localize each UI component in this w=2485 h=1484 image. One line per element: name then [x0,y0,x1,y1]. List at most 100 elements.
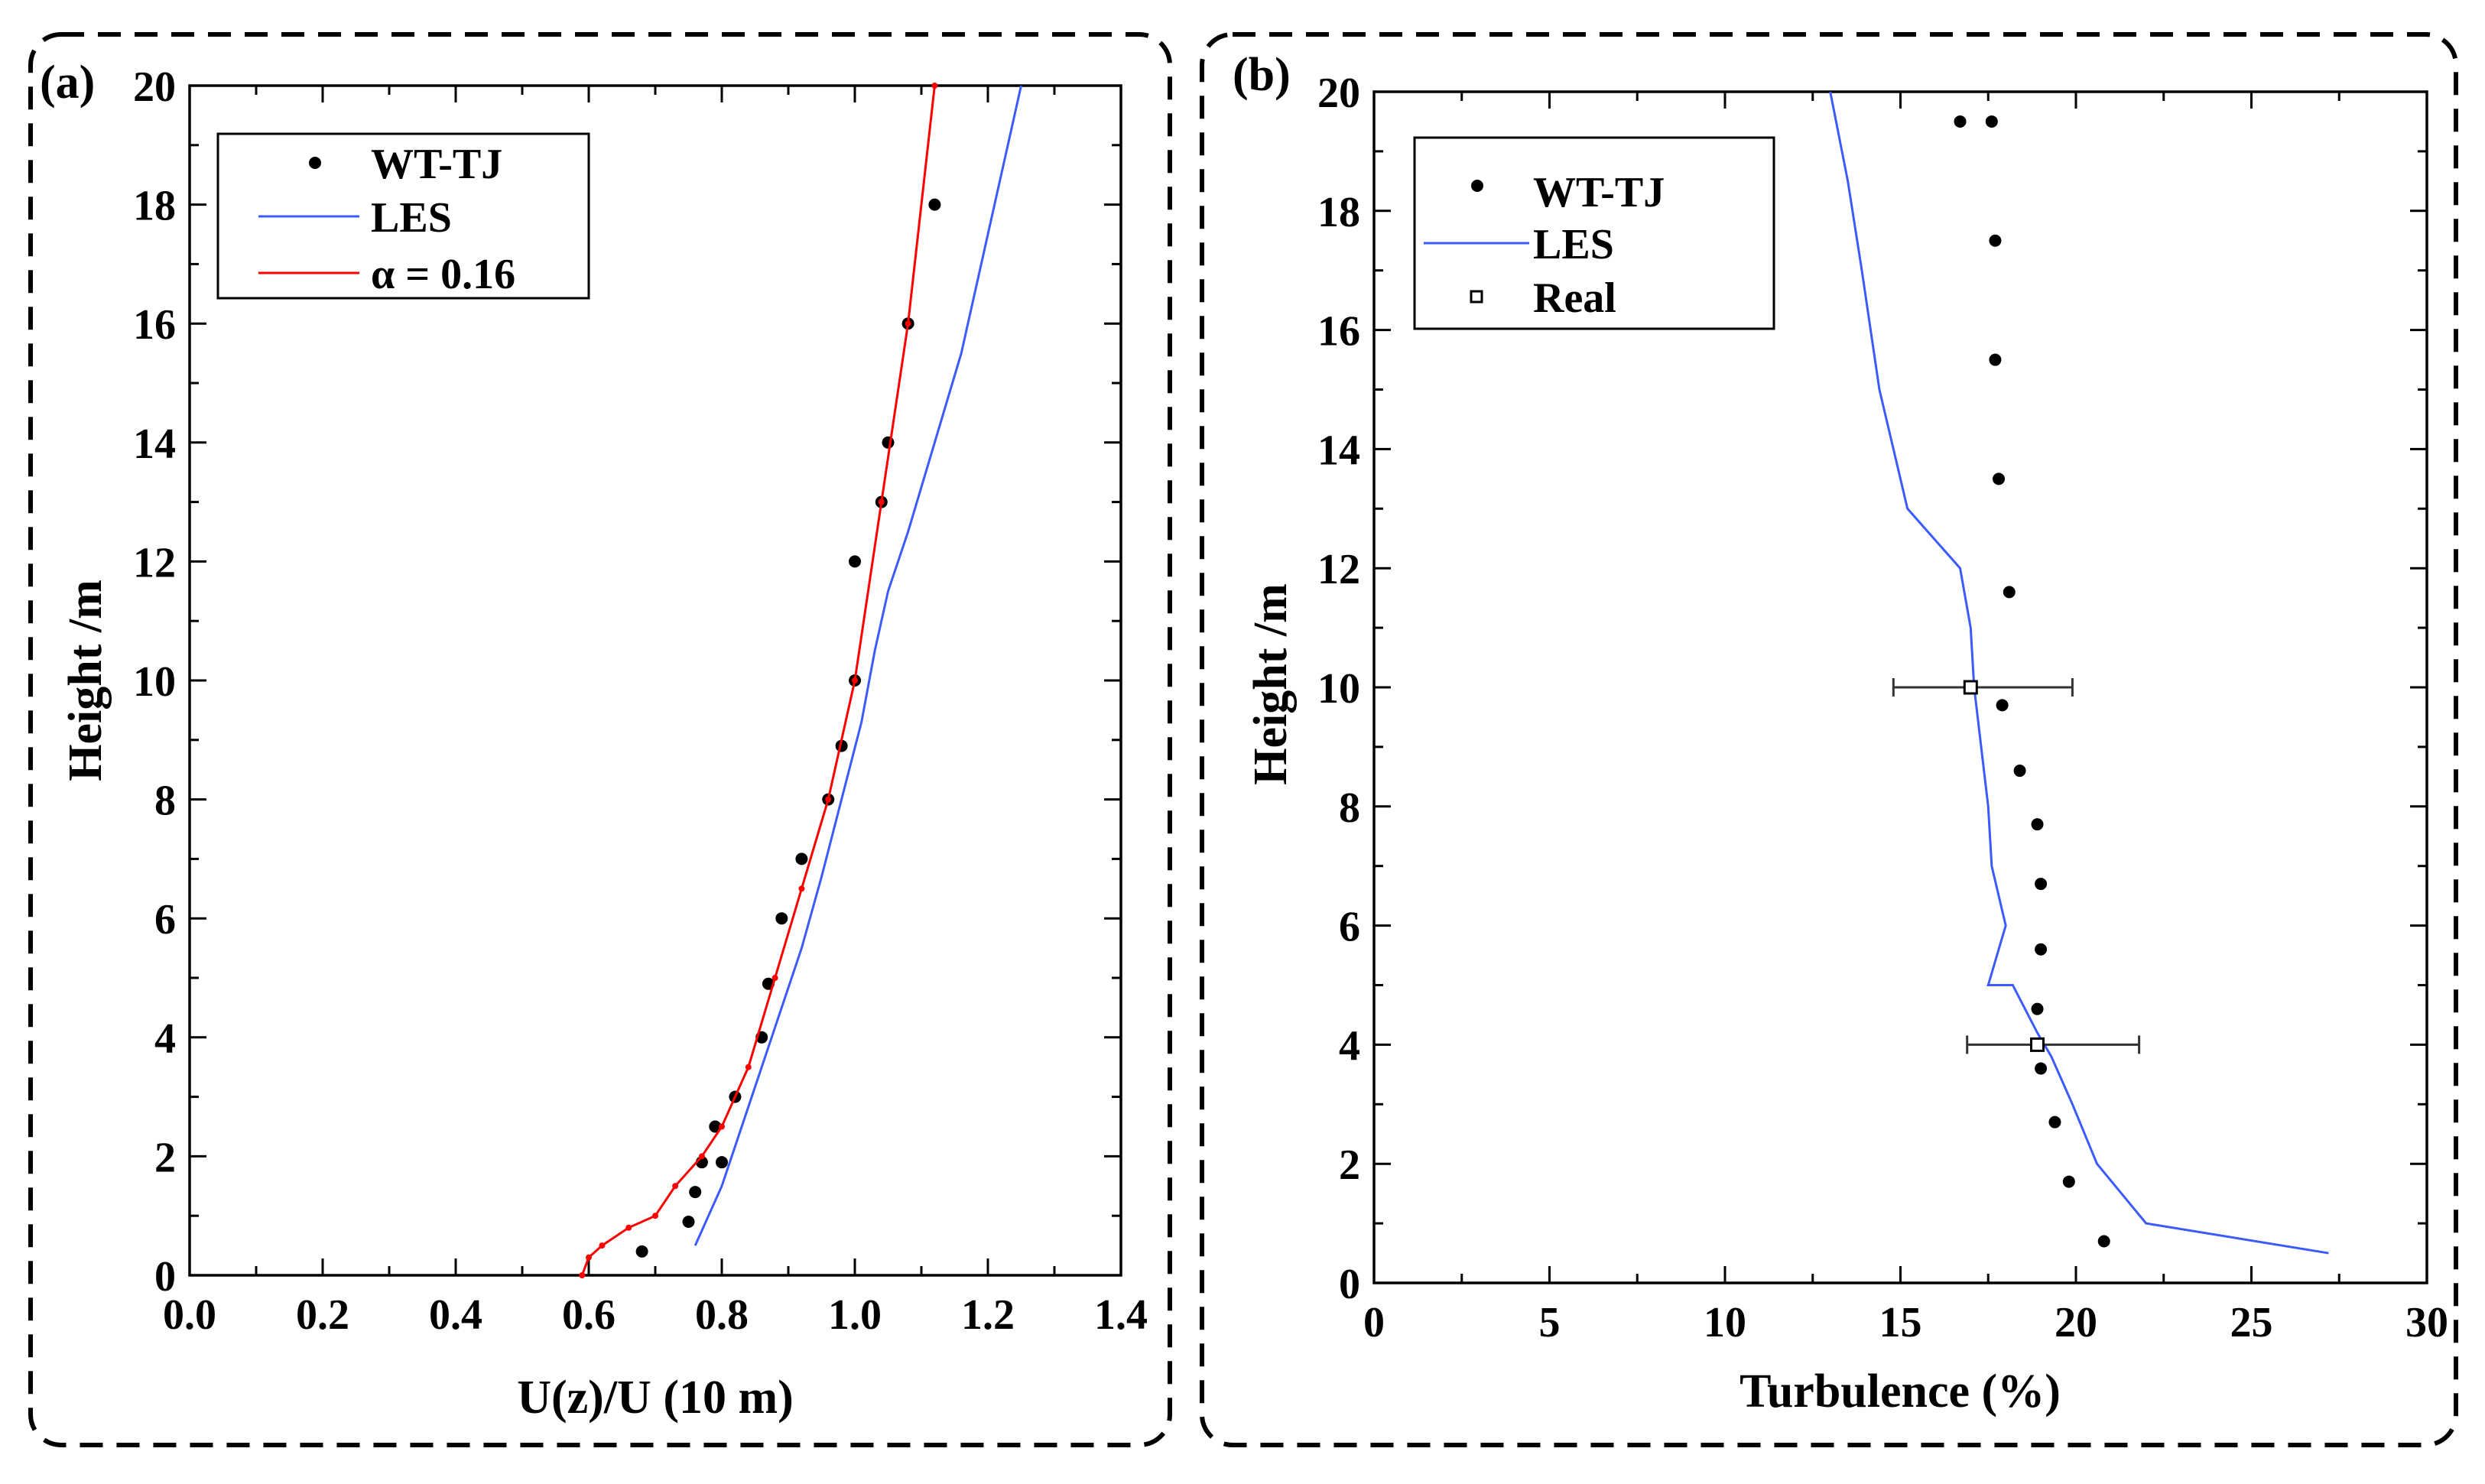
panel-a-wt-tj-point [928,198,941,211]
panel-b-real-point [1963,680,1978,695]
panel-b-real-point [2030,1037,2045,1052]
panel-b-ytick-label: 18 [1317,189,1360,236]
panel-b-wt-tj-point [2031,818,2044,831]
panel-b-ytick-label: 0 [1339,1261,1360,1308]
panel-b-ytick-label: 10 [1317,665,1360,713]
panel-a-xtick-label: 0.6 [562,1291,616,1339]
panel-b-wt-tj-point [1989,234,2002,247]
panel-b-wt-tj-point [2097,1235,2110,1248]
panel-a-xtick-label: 0.8 [695,1291,749,1339]
panel-b-xtick-label: 10 [1704,1299,1746,1346]
panel-b-xtick-label: 25 [2230,1299,2273,1346]
panel-b-ytick-label: 20 [1317,70,1360,117]
panel-a-0-16-point [825,796,832,803]
panel-a-0-16-point [579,1272,586,1278]
panel-b-series [1829,91,2329,1255]
panel-b-axes: 0 5 10 15 20 25 30 0 2 4 6 8 10 12 14 16 18 20 [1317,70,2448,1346]
panel-a-ytick-label: 0 [154,1253,176,1301]
panel-b-wt-tj-point [2062,1175,2075,1188]
panel-b-wt-tj-point [1989,353,2002,366]
panel-b-xtick-label: 0 [1363,1299,1385,1346]
panel-a-0-16-point [931,83,938,89]
panel-a-frame [28,32,1172,1447]
panel-a-wt-tj-point [882,436,895,449]
panel-b-xlabel: Turbulence (%) [1740,1365,2061,1417]
panel-a-0-16-point [878,498,885,505]
panel-b-wt-tj-point [2035,1062,2048,1075]
panel-a-wt-tj-point [716,1156,728,1169]
panel-b: (b) 0 5 10 15 20 25 30 0 2 4 6 8 10 12 14 16 18 20 Turbul… [1233,49,2448,1417]
panel-a-ylabel: Height /m [60,580,112,781]
panel-b-wt-tj-point [2035,878,2048,891]
panel-a-wt-tj-point [775,912,788,925]
panel-a-xtick-label: 1.4 [1094,1291,1148,1339]
panel-a-xtick-label: 0.4 [429,1291,482,1339]
panel-b-wt-tj-point [2035,943,2048,956]
panel-a-wt-tj-point [795,852,808,865]
panel-a-xtick-label: 1.0 [828,1291,882,1339]
panel-a-wt-tj-point [849,555,861,568]
panel-b-legend-real-marker [1470,290,1483,304]
panel-a-legend-wt-marker [309,157,321,169]
panel-a-label: (a) [40,57,95,109]
panel-b-ytick-label: 8 [1339,784,1360,832]
panel-b-wt-tj-point [1996,699,2009,712]
panel-a-0-16-point [586,1254,592,1261]
panel-a-0-16-point [698,1153,705,1160]
panel-a-0-16-point [905,320,911,327]
panel-b-wt-tj-point [2048,1115,2061,1128]
panel-b-legend-wt-label: WT-TJ [1533,169,1665,216]
panel-a-xtick-label: 0.2 [296,1291,349,1339]
panel-b-legend-real-label: Real [1533,274,1616,322]
panel-a-series [579,83,1022,1278]
panel-b-wt-tj-point [1993,472,2006,485]
panel-a-les-line [694,85,1022,1246]
panel-b-les-line [1829,91,2329,1255]
panel-a-0-16-point [625,1224,632,1231]
panel-b-ytick-label: 16 [1317,308,1360,356]
panel-b-ytick-label: 6 [1339,904,1360,951]
panel-a-legend: WT-TJ LES α = 0.16 [216,132,590,300]
panel-b-wt-tj-point [1954,115,1967,128]
panel-b-xtick-label: 5 [1539,1299,1561,1346]
panel-b-ylabel: Height /m [1245,583,1297,784]
panel-a-ytick-label: 14 [133,421,176,468]
panel-b-xtick-label: 15 [1879,1299,1922,1346]
panel-a-xtick-label: 1.2 [961,1291,1015,1339]
panel-b-wt-tj-point [2003,586,2016,599]
panel-b-wt-tj-point [1985,115,1998,128]
panel-a: (a) 0.0 0.2 0.4 0.6 0.8 1.0 1.2 1.4 0 2 4 6 8 10 12 14 1… [40,57,1148,1424]
panel-a-0-16-point [719,1123,725,1130]
panel-b-wt-tj-point [2031,1002,2044,1015]
panel-a-xtick-label: 0.0 [163,1291,216,1339]
panel-b-label: (b) [1233,49,1291,101]
panel-a-axes: 0.0 0.2 0.4 0.6 0.8 1.0 1.2 1.4 0 2 4 6 8 10 12 14 16 18 2… [133,63,1148,1339]
panel-b-xtick-label: 30 [2405,1299,2448,1346]
panel-a-ytick-label: 6 [154,896,176,943]
panel-a-ytick-label: 8 [154,778,176,825]
panel-a-legend-les-label: LES [371,194,452,242]
panel-a-0-16-point [599,1242,606,1249]
panel-a-0-16-point [771,975,778,981]
panel-a-ytick-label: 4 [154,1015,176,1063]
panel-a-xlabel: U(z)/U (10 m) [517,1372,794,1424]
panel-a-wt-tj-point [682,1215,695,1228]
panel-a-wt-tj-point [689,1186,702,1199]
panel-a-0-16-point [745,1063,752,1070]
panel-a-0-16-line [580,85,936,1276]
panel-a-ytick-label: 12 [133,539,176,586]
panel-a-legend-wt-label: WT-TJ [371,141,502,188]
panel-b-wt-tj-point [2013,765,2026,778]
panel-b-ytick-label: 12 [1317,546,1360,593]
panel-b-ytick-label: 2 [1339,1141,1360,1189]
panel-a-0-16-point [798,885,805,892]
panel-a-ytick-label: 2 [154,1134,176,1181]
panel-b-xtick-label: 20 [2055,1299,2097,1346]
panel-a-0-16-point [652,1213,658,1219]
panel-a-legend-alpha-label: α = 0.16 [371,251,515,298]
panel-a-ytick-label: 18 [133,183,176,230]
panel-a-ytick-label: 20 [133,63,176,111]
panel-a-wt-tj-point [635,1245,648,1258]
panel-b-legend-wt-marker [1471,180,1483,192]
